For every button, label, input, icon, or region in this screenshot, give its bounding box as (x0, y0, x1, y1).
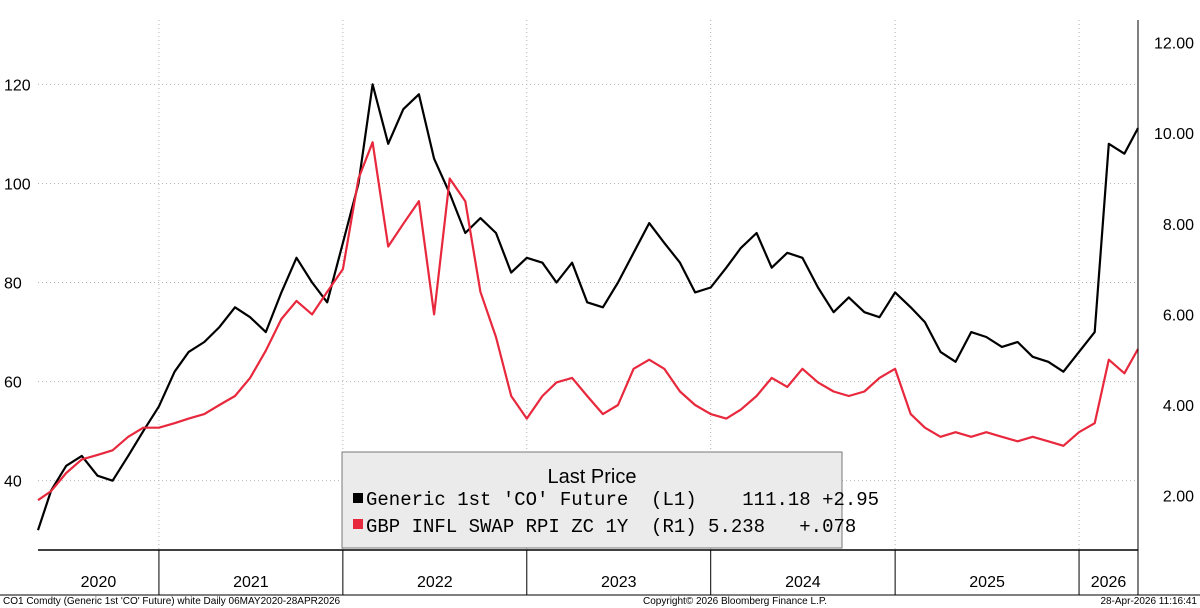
footer-copyright: Copyright© 2026 Bloomberg Finance L.P. (643, 596, 827, 607)
legend-box (341, 451, 843, 549)
y-left-tick-label: 40 (4, 474, 22, 491)
y-left-tick-label: 80 (4, 276, 22, 293)
legend-row-brent: Generic 1st 'CO' Future (L1) 111.18 +2.9… (366, 489, 879, 511)
legend-row-rpi-swap: GBP INFL SWAP RPI ZC 1Y (R1) 5.238 +.078 (366, 516, 856, 538)
y-left-tick-label: 120 (4, 77, 31, 94)
y-right-tick-label: 12.00 (1154, 36, 1194, 53)
grid-lines (38, 20, 1138, 550)
x-tick-label-2024: 2024 (785, 574, 821, 591)
y-axis-ticks: 40 60 80 100 120 2.00 4.00 6.00 8.00 10.00 12.00 (4, 36, 1194, 506)
x-tick-label-2021: 2021 (233, 574, 269, 591)
series-lines (36, 83, 1139, 531)
series-line-1 (37, 141, 1139, 502)
legend-swatch-red (353, 519, 363, 529)
legend-swatch-black (353, 493, 363, 503)
series-line-0 (36, 83, 1139, 531)
y-right-tick-label: 4.00 (1163, 398, 1194, 415)
y-right-tick-label: 8.00 (1163, 217, 1194, 234)
legend: Last Price Generic 1st 'CO' Future (L1) … (341, 451, 879, 549)
x-tick-label-2020: 2020 (81, 574, 117, 591)
x-tick-label-2023: 2023 (601, 574, 637, 591)
y-right-tick-label: 10.00 (1154, 126, 1194, 143)
x-axis: 2020 2021 2022 2023 2024 2025 2026 (0, 20, 1200, 596)
footer-source: CO1 Comdty (Generic 1st 'CO' Future) whi… (3, 596, 341, 607)
legend-title: Last Price (548, 466, 637, 488)
footer: CO1 Comdty (Generic 1st 'CO' Future) whi… (3, 596, 1197, 607)
x-tick-label-2025: 2025 (969, 574, 1005, 591)
x-tick-label-2022: 2022 (417, 574, 453, 591)
y-right-tick-label: 2.00 (1163, 489, 1194, 506)
y-left-tick-label: 100 (4, 176, 31, 193)
y-left-tick-label: 60 (4, 375, 22, 392)
y-right-tick-label: 6.00 (1163, 307, 1194, 324)
footer-timestamp: 28-Apr-2026 11:16:41 (1100, 596, 1197, 607)
x-tick-label-2026: 2026 (1091, 574, 1127, 591)
